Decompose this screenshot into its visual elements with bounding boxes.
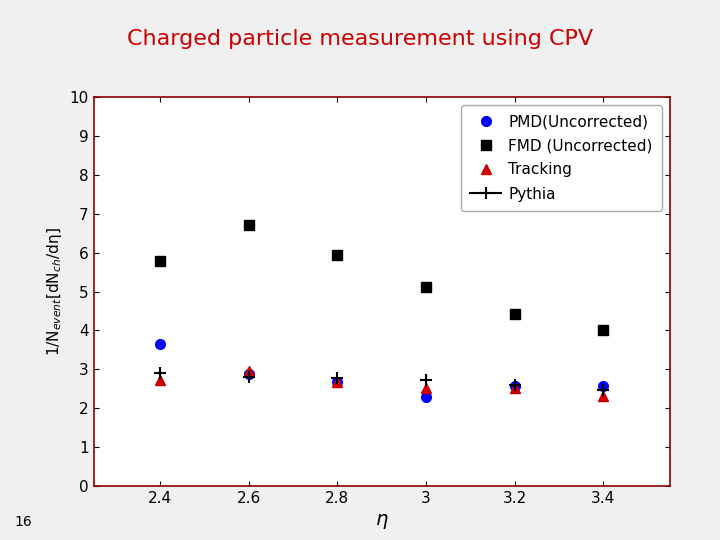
Y-axis label: 1/N$_{event}$[dN$_{ch}$/dη]: 1/N$_{event}$[dN$_{ch}$/dη] — [45, 227, 64, 356]
X-axis label: η: η — [375, 510, 388, 529]
Legend: PMD(Uncorrected), FMD (Uncorrected), Tracking, Pythia: PMD(Uncorrected), FMD (Uncorrected), Tra… — [461, 105, 662, 211]
Text: Charged particle measurement using CPV: Charged particle measurement using CPV — [127, 29, 593, 49]
Text: 16: 16 — [14, 515, 32, 529]
